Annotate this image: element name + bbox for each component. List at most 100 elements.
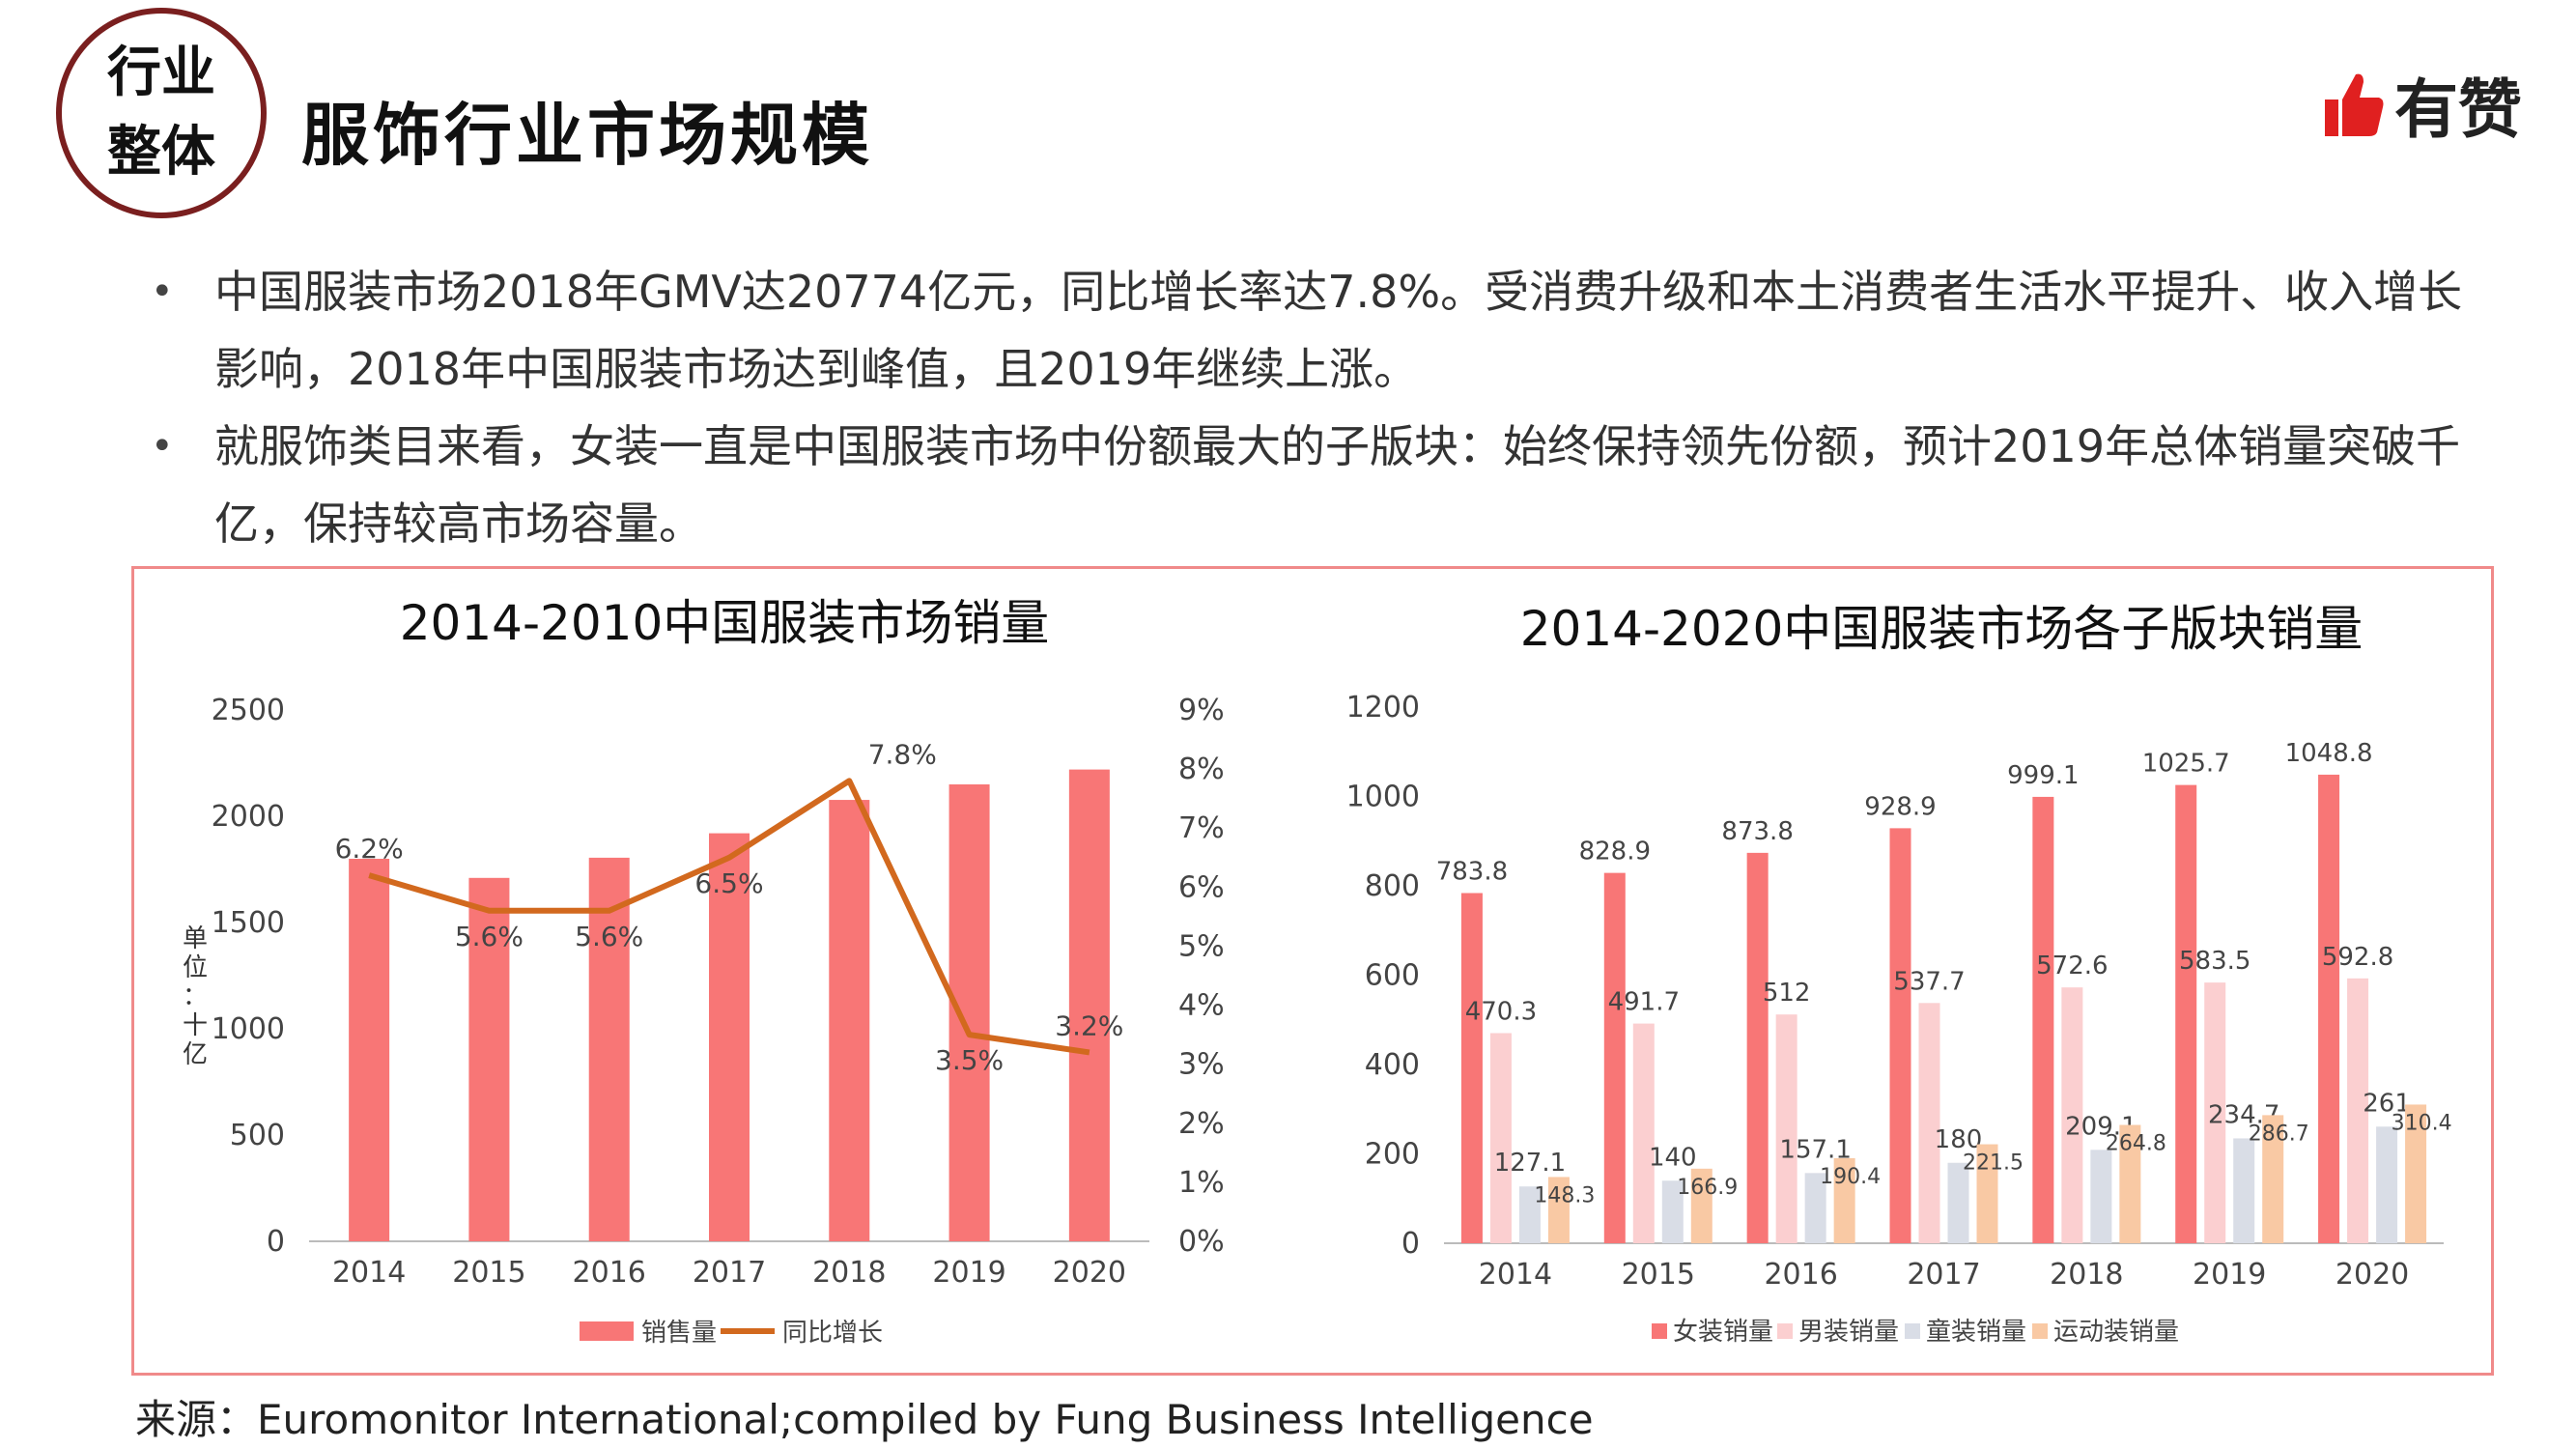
y2-tick-label: 2% — [1178, 1107, 1225, 1141]
value-label: 873.8 — [1721, 817, 1793, 846]
value-label: 166.9 — [1677, 1176, 1738, 1200]
bar-men — [1632, 1023, 1655, 1243]
bullet-item: • 就服饰类目来看，女装一直是中国服装市场中份额最大的子版块：始终保持领先份额，… — [145, 408, 2502, 562]
bar-sales — [948, 784, 990, 1241]
value-label: 828.9 — [1579, 838, 1651, 867]
growth-label: 3.5% — [935, 1044, 1004, 1076]
x-tick-label: 2018 — [812, 1256, 886, 1290]
bar-sport — [2405, 1104, 2427, 1243]
bar-kids — [2090, 1150, 2112, 1243]
y-tick-label: 400 — [1365, 1048, 1420, 1082]
logo-text: 有赞 — [2394, 72, 2522, 147]
value-label: 572.6 — [2036, 952, 2108, 980]
bar-women — [1603, 872, 1626, 1243]
x-tick-label: 2016 — [573, 1256, 646, 1290]
bullet-list: • 中国服装市场2018年GMV达20774亿元，同比增长率达7.8%。受消费升… — [145, 253, 2502, 562]
bar-women — [1460, 893, 1483, 1243]
y2-tick-label: 6% — [1178, 870, 1225, 904]
value-label: 999.1 — [2007, 761, 2079, 790]
value-label: 512 — [1763, 979, 1811, 1008]
growth-label: 6.5% — [694, 867, 763, 899]
legend-label: 销售量 — [641, 1319, 717, 1348]
growth-label: 5.6% — [455, 921, 524, 952]
value-label: 180 — [1935, 1125, 1983, 1154]
value-label: 783.8 — [1436, 857, 1508, 886]
value-label: 583.5 — [2179, 947, 2250, 976]
bar-women — [1746, 852, 1769, 1243]
value-label: 928.9 — [1864, 792, 1936, 821]
bar-sales — [349, 859, 390, 1241]
bar-men — [1775, 1014, 1798, 1243]
legend-label: 童装销量 — [1926, 1318, 2026, 1347]
bar-kids — [1804, 1173, 1826, 1243]
y2-tick-label: 8% — [1178, 753, 1225, 786]
x-tick-label: 2019 — [2193, 1258, 2266, 1292]
bar-women — [2318, 774, 2340, 1243]
y-tick-label: 2000 — [212, 800, 285, 834]
y-tick-label: 2500 — [212, 694, 285, 727]
bar-sport — [1833, 1157, 1855, 1243]
bullet-dot-icon: • — [151, 424, 174, 469]
y2-tick-label: 5% — [1178, 929, 1225, 963]
legend-swatch-sales — [580, 1321, 634, 1341]
brand-logo: 有赞 — [2323, 58, 2522, 151]
bar-kids — [1661, 1180, 1684, 1243]
page-title: 服饰行业市场规模 — [301, 96, 873, 175]
legend-swatch — [1652, 1323, 1667, 1339]
bar-sales — [468, 877, 510, 1241]
legend-label: 同比增长 — [782, 1319, 883, 1348]
bar-men — [2204, 982, 2226, 1243]
x-tick-label: 2015 — [1622, 1258, 1695, 1292]
x-tick-label: 2017 — [693, 1256, 766, 1290]
value-label: 140 — [1649, 1143, 1697, 1172]
bar-sport — [1547, 1177, 1570, 1243]
bar-sport — [2262, 1115, 2284, 1243]
y-tick-label: 500 — [230, 1119, 285, 1152]
y-tick-label: 1500 — [212, 906, 285, 940]
value-label: 310.4 — [2392, 1111, 2452, 1135]
value-label: 286.7 — [2249, 1122, 2309, 1146]
x-tick-label: 2015 — [452, 1256, 525, 1290]
bar-kids — [2233, 1138, 2255, 1243]
y-axis-label-char: 亿 — [183, 1040, 208, 1069]
value-label: 148.3 — [1534, 1183, 1595, 1208]
bar-men — [2061, 987, 2083, 1243]
value-label: 127.1 — [1494, 1149, 1566, 1178]
bar-kids — [1947, 1162, 1969, 1243]
legend-label: 运动装销量 — [2053, 1318, 2179, 1347]
bar-sport — [2119, 1124, 2141, 1243]
legend-label: 男装销量 — [1798, 1318, 1899, 1347]
legend-swatch — [2032, 1323, 2048, 1339]
x-tick-label: 2020 — [2335, 1258, 2409, 1292]
legend-label: 女装销量 — [1673, 1318, 1773, 1347]
y2-tick-label: 4% — [1178, 989, 1225, 1023]
y-tick-label: 1000 — [212, 1012, 285, 1046]
market-volume-chart: 2014-2010中国服装市场销量 0 500 1000 1500 2000 2500 0% 1… — [183, 595, 1225, 1348]
y-tick-label: 600 — [1365, 959, 1420, 993]
bar-men — [1489, 1033, 1512, 1243]
y2-tick-label: 0% — [1178, 1225, 1225, 1259]
bar-sport — [1690, 1168, 1713, 1243]
section-badge: 行业 整体 — [56, 8, 267, 218]
bar-sport — [1976, 1144, 1998, 1243]
y2-tick-label: 9% — [1178, 694, 1225, 727]
bar-men — [2347, 978, 2369, 1243]
bar-kids — [1518, 1186, 1541, 1243]
value-label: 221.5 — [1963, 1151, 2024, 1176]
y-tick-label: 800 — [1365, 869, 1420, 903]
x-tick-label: 2014 — [332, 1256, 406, 1290]
chart-title: 2014-2010中国服装市场销量 — [400, 595, 1050, 651]
y2-tick-label: 1% — [1178, 1166, 1225, 1200]
bar-sales — [588, 857, 630, 1241]
value-label: 537.7 — [1893, 967, 1965, 996]
x-tick-label: 2014 — [1479, 1258, 1552, 1292]
growth-label: 3.2% — [1055, 1009, 1123, 1041]
growth-line — [368, 778, 1090, 1056]
value-label: 470.3 — [1465, 997, 1537, 1026]
y-tick-label: 200 — [1365, 1138, 1420, 1172]
y-tick-label: 0 — [1401, 1227, 1420, 1261]
legend-swatch — [1905, 1323, 1920, 1339]
bullet-dot-icon: • — [151, 270, 174, 314]
legend-swatch — [1777, 1323, 1793, 1339]
value-label: 190.4 — [1820, 1165, 1881, 1189]
